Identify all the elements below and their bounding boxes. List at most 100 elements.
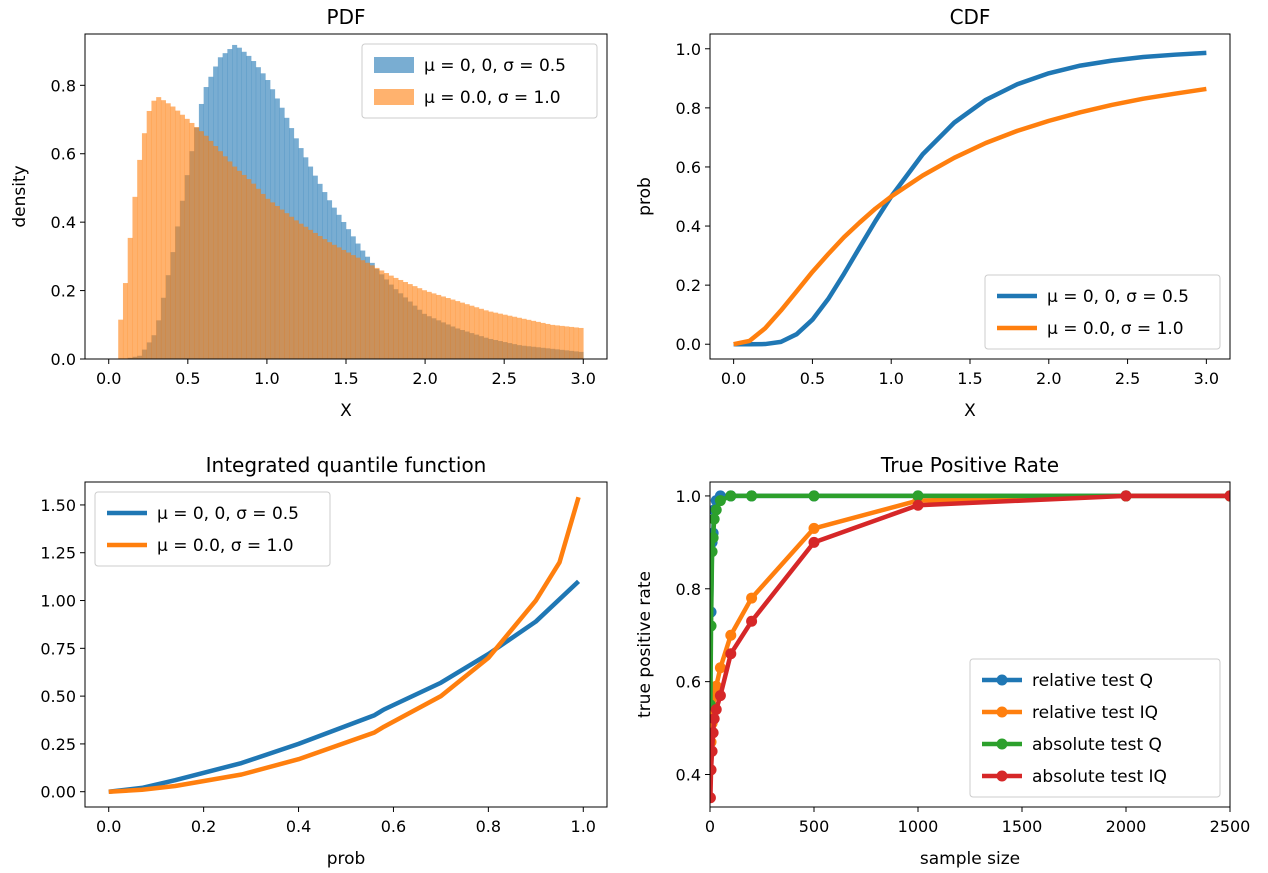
x-tick-label: 500 — [799, 817, 830, 836]
x-axis-label: prob — [327, 849, 366, 869]
data-point — [746, 615, 758, 627]
data-point — [714, 690, 726, 702]
data-point — [710, 620, 717, 632]
y-tick-label: 0.75 — [40, 639, 76, 658]
x-tick-label: 2.0 — [1036, 369, 1061, 388]
data-point — [725, 648, 737, 660]
x-axis-label: X — [964, 401, 976, 421]
histogram-bar — [569, 326, 575, 359]
data-point — [710, 792, 716, 804]
histogram-bar — [322, 239, 328, 359]
x-tick-label: 0.5 — [175, 369, 200, 388]
y-tick-label: 1.00 — [40, 592, 76, 611]
histogram-bar — [483, 310, 489, 359]
x-tick-label: 1500 — [1002, 817, 1043, 836]
legend-box — [361, 43, 598, 119]
legend-label: relative test Q — [1032, 671, 1153, 691]
x-tick-label: 2.5 — [491, 369, 516, 388]
histogram-bar — [312, 232, 318, 359]
axes-frame — [84, 481, 608, 808]
histogram-bar — [440, 296, 446, 359]
y-tick-label: 0.4 — [676, 766, 701, 785]
histogram-bar — [170, 106, 176, 359]
histogram-bar — [350, 255, 356, 359]
histogram-bar — [284, 213, 290, 359]
x-tick-label: 0.2 — [191, 817, 216, 836]
histogram-bar — [274, 205, 280, 359]
x-tick-label: 1.5 — [957, 369, 982, 388]
histogram-bar — [521, 318, 527, 359]
histogram-bar — [251, 183, 257, 359]
data-point — [912, 490, 924, 502]
data-point — [714, 662, 726, 674]
series-line-1 — [108, 496, 581, 794]
y-tick-label: 0.8 — [676, 99, 701, 118]
x-tick-label: 0.0 — [96, 817, 121, 836]
histogram-bar — [132, 196, 138, 359]
x-tick-label: 0.5 — [800, 369, 825, 388]
histogram-bar — [474, 307, 480, 359]
histogram-bar — [545, 323, 551, 359]
histogram-bar — [535, 321, 541, 359]
histogram-bar — [478, 308, 484, 359]
x-tick-label: 1.0 — [878, 369, 903, 388]
y-axis-label: prob — [635, 177, 655, 216]
legend-label: absolute test IQ — [1032, 767, 1167, 787]
y-tick-label: 0.6 — [676, 673, 701, 692]
data-point — [725, 629, 737, 641]
data-point — [1224, 490, 1230, 502]
histogram-bar — [554, 325, 560, 359]
histogram-bar — [265, 198, 271, 359]
chart-title: CDF — [950, 5, 991, 29]
histogram-bar — [146, 110, 152, 359]
data-point — [710, 764, 717, 776]
histogram-bar — [488, 311, 494, 359]
histogram-bar — [122, 283, 129, 359]
histogram-bar — [497, 313, 503, 359]
data-point — [710, 713, 720, 725]
histogram-bar — [531, 320, 537, 359]
histogram-bar — [426, 291, 432, 359]
y-tick-label: 0.0 — [51, 350, 76, 369]
histogram-bar — [360, 260, 366, 359]
histogram-bar — [540, 322, 546, 359]
histogram-bar — [417, 288, 423, 359]
histogram-bar — [227, 161, 233, 359]
data-point — [912, 499, 924, 511]
legend-label: μ = 0.0, σ = 1.0 — [424, 88, 561, 108]
histogram-bar — [336, 247, 342, 359]
histogram-bar — [241, 174, 247, 359]
legend: μ = 0, 0, σ = 0.5 μ = 0.0, σ = 1.0 — [984, 274, 1221, 350]
y-tick-label: 0.50 — [40, 687, 76, 706]
x-tick-label: 1.0 — [254, 369, 279, 388]
histogram-bar — [464, 304, 470, 359]
histogram-bar — [573, 327, 579, 359]
histogram-bar — [189, 122, 195, 359]
plot-area — [733, 50, 1207, 347]
histogram-bar — [260, 193, 266, 359]
histogram-bar — [436, 294, 442, 359]
histogram-bar — [407, 284, 413, 359]
series-line-1 — [733, 86, 1207, 347]
histogram-bar — [412, 286, 418, 359]
histogram-bar — [346, 252, 352, 359]
data-point — [710, 727, 719, 739]
x-tick-label: 0.4 — [286, 817, 311, 836]
data-point — [710, 504, 722, 516]
histogram-bar — [298, 223, 304, 359]
data-point — [746, 592, 758, 604]
legend-swatch — [374, 57, 414, 73]
legend: μ = 0, 0, σ = 0.5 μ = 0.0, σ = 1.0 — [94, 491, 331, 567]
y-tick-label: 1.25 — [40, 544, 76, 563]
data-point — [725, 490, 737, 502]
histogram-bar — [507, 315, 513, 359]
histogram-bar — [516, 317, 522, 359]
legend-marker — [996, 706, 1008, 718]
histogram-bar — [160, 100, 166, 359]
histogram-bar — [198, 131, 204, 359]
histogram-bar — [327, 242, 333, 359]
x-tick-label: 2.0 — [412, 369, 437, 388]
histogram-bar — [279, 209, 285, 359]
histogram-bar — [393, 277, 399, 359]
